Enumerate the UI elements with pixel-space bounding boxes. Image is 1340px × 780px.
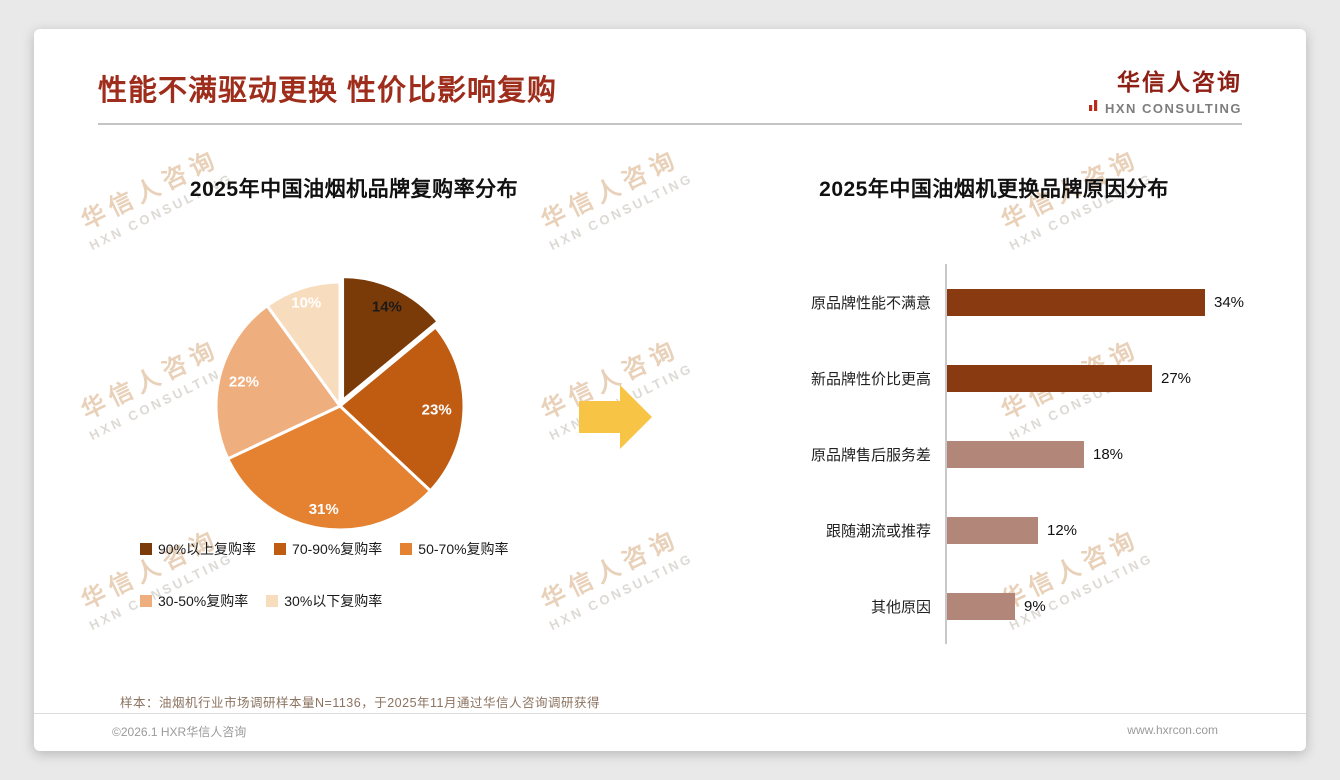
- legend-label: 50-70%复购率: [418, 541, 509, 557]
- bar-value-label: 9%: [1024, 597, 1046, 615]
- legend-item: 50-70%复购率: [400, 539, 509, 559]
- pie-legend: 90%以上复购率 70-90%复购率 50-70%复购率 30-50%复购率 30%以…: [140, 539, 509, 643]
- legend-label: 30-50%复购率: [158, 593, 249, 609]
- flow-arrow-icon: [579, 384, 653, 455]
- legend-row: 30-50%复购率 30%以下复购率: [140, 591, 509, 611]
- pie-slice-1: [338, 325, 466, 493]
- bar: [947, 440, 1084, 468]
- legend-label: 30%以下复购率: [284, 593, 383, 609]
- bar-area: 27%: [945, 340, 1301, 416]
- bar-row: 跟随潮流或推荐 12%: [701, 492, 1301, 568]
- bar-area: 12%: [945, 492, 1301, 568]
- legend-item: 30-50%复购率: [140, 591, 248, 611]
- pie-data-label: 23%: [422, 401, 452, 418]
- pie-data-label: 14%: [372, 299, 402, 316]
- page-title: 性能不满驱动更换 性价比影响复购: [98, 75, 558, 107]
- logo-icon: [1088, 99, 1101, 117]
- pie-slice-3: [214, 304, 342, 461]
- header-divider: [98, 123, 1242, 125]
- legend-swatch: [400, 543, 413, 555]
- legend-item: 30%以下复购率: [266, 591, 382, 611]
- bar-category-label: 新品牌性价比更高: [810, 370, 931, 388]
- bar-row: 其他原因 9%: [701, 568, 1301, 644]
- sample-note: 样本：油烟机行业市场调研样本量N=1136，于2025年11月通过华信人咨询调研…: [120, 696, 600, 710]
- bar-row: 原品牌售后服务差 18%: [701, 416, 1301, 492]
- bar-area: 34%: [945, 264, 1301, 340]
- pie-data-label: 10%: [291, 294, 321, 311]
- pie-slice-0: [341, 275, 440, 403]
- legend-label: 70-90%复购率: [292, 541, 383, 557]
- bar: [947, 592, 1015, 620]
- website-text: www.hxrcon.com: [1127, 723, 1218, 737]
- bar: [947, 516, 1038, 544]
- legend-swatch: [274, 543, 287, 555]
- bar-value-label: 18%: [1093, 445, 1124, 463]
- bar-category-label: 其他原因: [870, 598, 931, 616]
- legend-item: 70-90%复购率: [274, 539, 382, 559]
- legend-swatch: [266, 595, 279, 607]
- footer-divider: [34, 713, 1306, 714]
- slide-content: 性能不满驱动更换 性价比影响复购 华信人咨询 HXN CONSULTING 20…: [34, 29, 1306, 751]
- legend-swatch: [140, 543, 152, 555]
- legend-swatch: [140, 595, 152, 607]
- pie-data-label: 22%: [229, 374, 259, 391]
- pie-slice-2: [226, 404, 432, 532]
- bar: [947, 288, 1205, 316]
- logo-text-en: HXN CONSULTING: [1104, 100, 1242, 116]
- bar-category-label: 原品牌售后服务差: [810, 446, 931, 464]
- legend-item: 90%以上复购率: [140, 539, 256, 559]
- bar-row: 新品牌性价比更高 27%: [701, 340, 1301, 416]
- logo-text-cn: 华信人咨询: [1117, 69, 1242, 95]
- bar-value-label: 34%: [1214, 293, 1245, 311]
- pie-chart-title: 2025年中国油烟机品牌复购率分布: [189, 178, 519, 201]
- bar-category-label: 原品牌性能不满意: [810, 294, 931, 312]
- bar-area: 9%: [945, 568, 1301, 644]
- bar-value-label: 12%: [1047, 521, 1078, 539]
- copyright-text: ©2026.1 HXR华信人咨询: [112, 725, 247, 739]
- bar-value-label: 27%: [1161, 369, 1192, 387]
- bar-chart-title: 2025年中国油烟机更换品牌原因分布: [819, 178, 1169, 201]
- bar-category-label: 跟随潮流或推荐: [825, 522, 931, 540]
- footer: ©2026.1 HXR华信人咨询 www.hxrcon.com: [112, 723, 1218, 740]
- bar-chart: 原品牌性能不满意 34% 新品牌性价比更高 27% 原品牌售后服务差 18% 跟随潮流或推荐…: [701, 264, 1301, 644]
- pie-chart: 14% 23% 31% 22% 10%: [214, 275, 466, 532]
- logo: 华信人咨询 HXN CONSULTING: [1088, 63, 1242, 117]
- pie-slice-4: [265, 280, 342, 408]
- bar-row: 原品牌性能不满意 34%: [701, 264, 1301, 340]
- legend-label: 90%以上复购率: [158, 541, 257, 557]
- legend-row: 90%以上复购率 70-90%复购率 50-70%复购率: [140, 539, 509, 559]
- pie-data-label: 31%: [309, 501, 339, 518]
- bar-area: 18%: [945, 416, 1301, 492]
- bar: [947, 364, 1152, 392]
- slide-card: 华信人咨询 HXN CONSULTING 华信人咨询 HXN CONSULTING 华信…: [34, 29, 1306, 751]
